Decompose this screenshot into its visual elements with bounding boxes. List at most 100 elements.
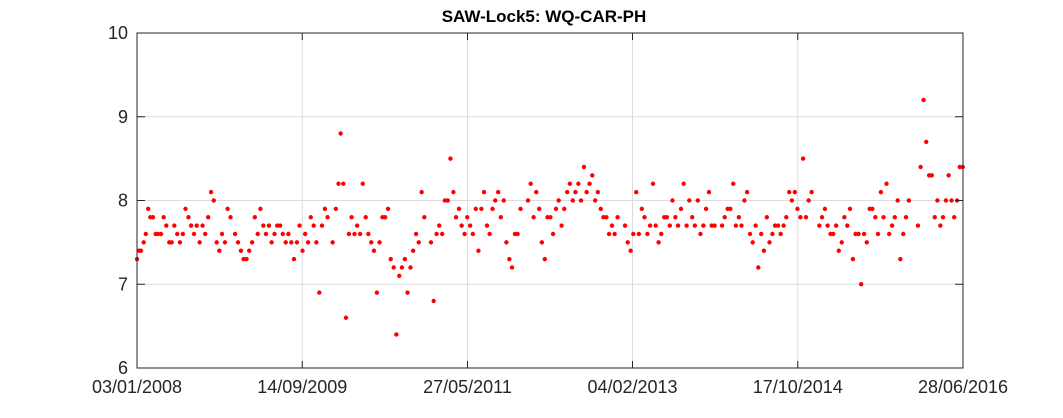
data-point [354, 223, 360, 228]
data-point [943, 198, 949, 203]
data-point [847, 206, 853, 212]
data-point [371, 248, 377, 253]
data-point [592, 198, 598, 203]
data-point [194, 223, 199, 228]
data-point [861, 231, 867, 237]
data-point [667, 223, 673, 228]
data-point [300, 248, 305, 253]
data-point [222, 240, 228, 245]
data-point [822, 206, 828, 212]
data-point [507, 256, 512, 262]
data-point [158, 231, 164, 237]
data-point [419, 189, 424, 195]
data-point [628, 248, 633, 253]
data-point [590, 173, 595, 178]
x-tick-label: 28/06/2016 [918, 377, 1008, 397]
data-point [336, 181, 341, 186]
data-point [317, 290, 322, 295]
data-point [397, 273, 402, 279]
data-point [289, 240, 294, 245]
data-point [164, 223, 169, 228]
data-point [534, 189, 539, 195]
data-point [764, 215, 770, 220]
data-point [277, 223, 283, 228]
data-point [431, 298, 436, 304]
data-point [647, 223, 653, 228]
data-point [929, 173, 935, 178]
data-point [476, 248, 481, 253]
data-point [302, 231, 308, 237]
data-point [405, 290, 410, 295]
data-point [573, 189, 578, 195]
data-point [570, 198, 575, 203]
data-point [175, 231, 180, 237]
data-point [833, 223, 839, 228]
data-point [413, 231, 419, 237]
data-point [346, 231, 352, 237]
data-point [141, 240, 146, 245]
data-point [625, 240, 630, 245]
data-point [884, 181, 889, 186]
data-point [462, 231, 467, 237]
data-point [744, 189, 750, 195]
data-point [410, 248, 416, 253]
data-point [487, 231, 492, 237]
data-point [200, 223, 205, 228]
data-point [422, 215, 427, 220]
data-point [675, 223, 681, 228]
data-point [548, 215, 553, 220]
data-point [684, 223, 689, 228]
data-point [252, 215, 258, 220]
data-point [795, 206, 800, 212]
data-point [556, 198, 561, 203]
data-point [211, 198, 216, 203]
data-point [269, 240, 274, 245]
data-point [728, 206, 733, 212]
data-point [244, 256, 249, 262]
data-point [949, 198, 954, 203]
data-point [719, 223, 725, 228]
data-point [750, 240, 755, 245]
data-point [280, 231, 285, 237]
data-point [255, 231, 260, 237]
data-point [733, 223, 739, 228]
data-point [798, 215, 803, 220]
data-point [924, 139, 929, 145]
data-point [235, 240, 241, 245]
data-point [525, 198, 531, 203]
data-point [753, 223, 758, 228]
data-point [481, 189, 487, 195]
data-point [205, 215, 211, 220]
data-point [515, 231, 520, 237]
data-point [784, 215, 789, 220]
data-point [439, 231, 445, 237]
data-point [448, 156, 453, 161]
data-point [584, 189, 589, 195]
data-point [886, 231, 892, 237]
data-point [343, 315, 349, 320]
x-tick-label: 27/05/2011 [423, 377, 512, 397]
data-point [467, 223, 473, 228]
data-point [308, 215, 313, 220]
data-point [374, 290, 380, 295]
data-point [870, 206, 875, 212]
data-point [297, 223, 302, 228]
data-point [453, 215, 459, 220]
data-point [180, 231, 186, 237]
x-tick-label: 17/10/2014 [753, 377, 843, 397]
data-point [377, 240, 382, 245]
data-point [169, 240, 174, 245]
data-point [249, 240, 255, 245]
data-point [921, 97, 926, 103]
data-point [562, 206, 567, 212]
x-tick-label: 03/01/2008 [92, 377, 182, 397]
data-points [134, 97, 965, 337]
data-point [831, 231, 836, 237]
data-point [901, 231, 906, 237]
data-point [479, 206, 484, 212]
data-point [606, 231, 612, 237]
data-point [291, 256, 297, 262]
data-point [581, 164, 587, 170]
y-tick-label: 6 [118, 358, 128, 378]
